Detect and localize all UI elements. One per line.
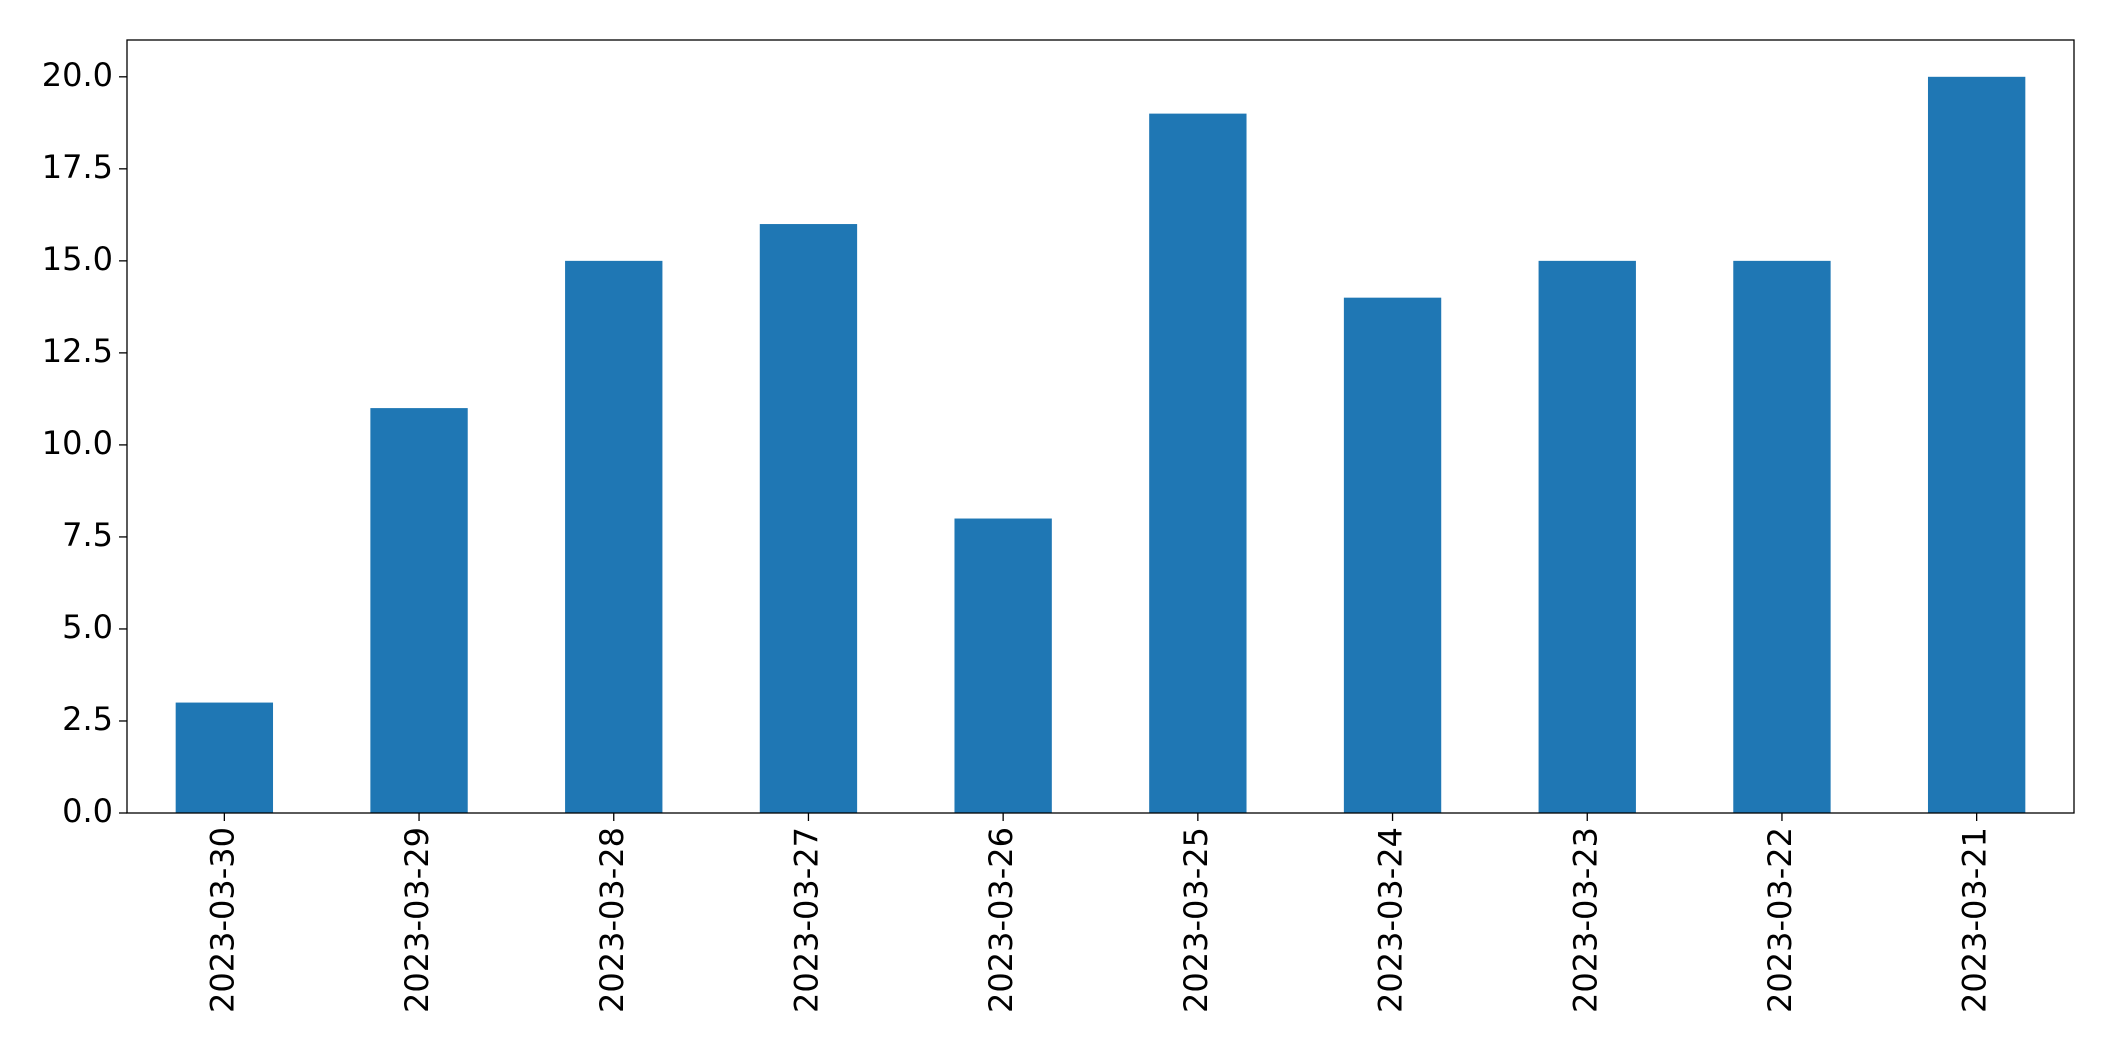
y-tick-label: 2.5 bbox=[62, 700, 113, 738]
bar bbox=[370, 408, 468, 813]
x-tick-label: 2023-03-28 bbox=[593, 827, 631, 1013]
y-tick-label: 10.0 bbox=[42, 424, 113, 462]
bar bbox=[1538, 260, 1636, 813]
x-tick-label: 2023-03-29 bbox=[398, 827, 436, 1013]
y-tick-label: 20.0 bbox=[42, 56, 113, 94]
y-tick-label: 7.5 bbox=[62, 516, 113, 554]
x-tick-label: 2023-03-22 bbox=[1761, 827, 1799, 1013]
bar bbox=[1927, 76, 2026, 814]
x-tick-label: 2023-03-25 bbox=[1177, 827, 1215, 1013]
bar bbox=[1149, 113, 1247, 814]
y-tick-label: 15.0 bbox=[42, 240, 113, 278]
bar bbox=[954, 518, 1052, 813]
x-tick-label: 2023-03-23 bbox=[1566, 827, 1604, 1013]
y-tick-label: 5.0 bbox=[62, 608, 113, 646]
bar bbox=[175, 702, 274, 813]
bar bbox=[1733, 260, 1831, 813]
x-tick-label: 2023-03-21 bbox=[1956, 827, 1994, 1013]
bar bbox=[565, 260, 663, 813]
y-tick-label: 17.5 bbox=[42, 148, 113, 186]
x-tick-label: 2023-03-26 bbox=[982, 827, 1020, 1013]
x-tick-label: 2023-03-27 bbox=[787, 827, 825, 1013]
y-tick-label: 12.5 bbox=[42, 332, 113, 370]
x-tick-label: 2023-03-30 bbox=[203, 827, 241, 1013]
bar bbox=[1343, 297, 1442, 814]
bar bbox=[759, 224, 858, 814]
plot-frame bbox=[126, 39, 2075, 814]
x-tick-label: 2023-03-24 bbox=[1372, 827, 1410, 1013]
y-tick-label: 0.0 bbox=[62, 792, 113, 830]
